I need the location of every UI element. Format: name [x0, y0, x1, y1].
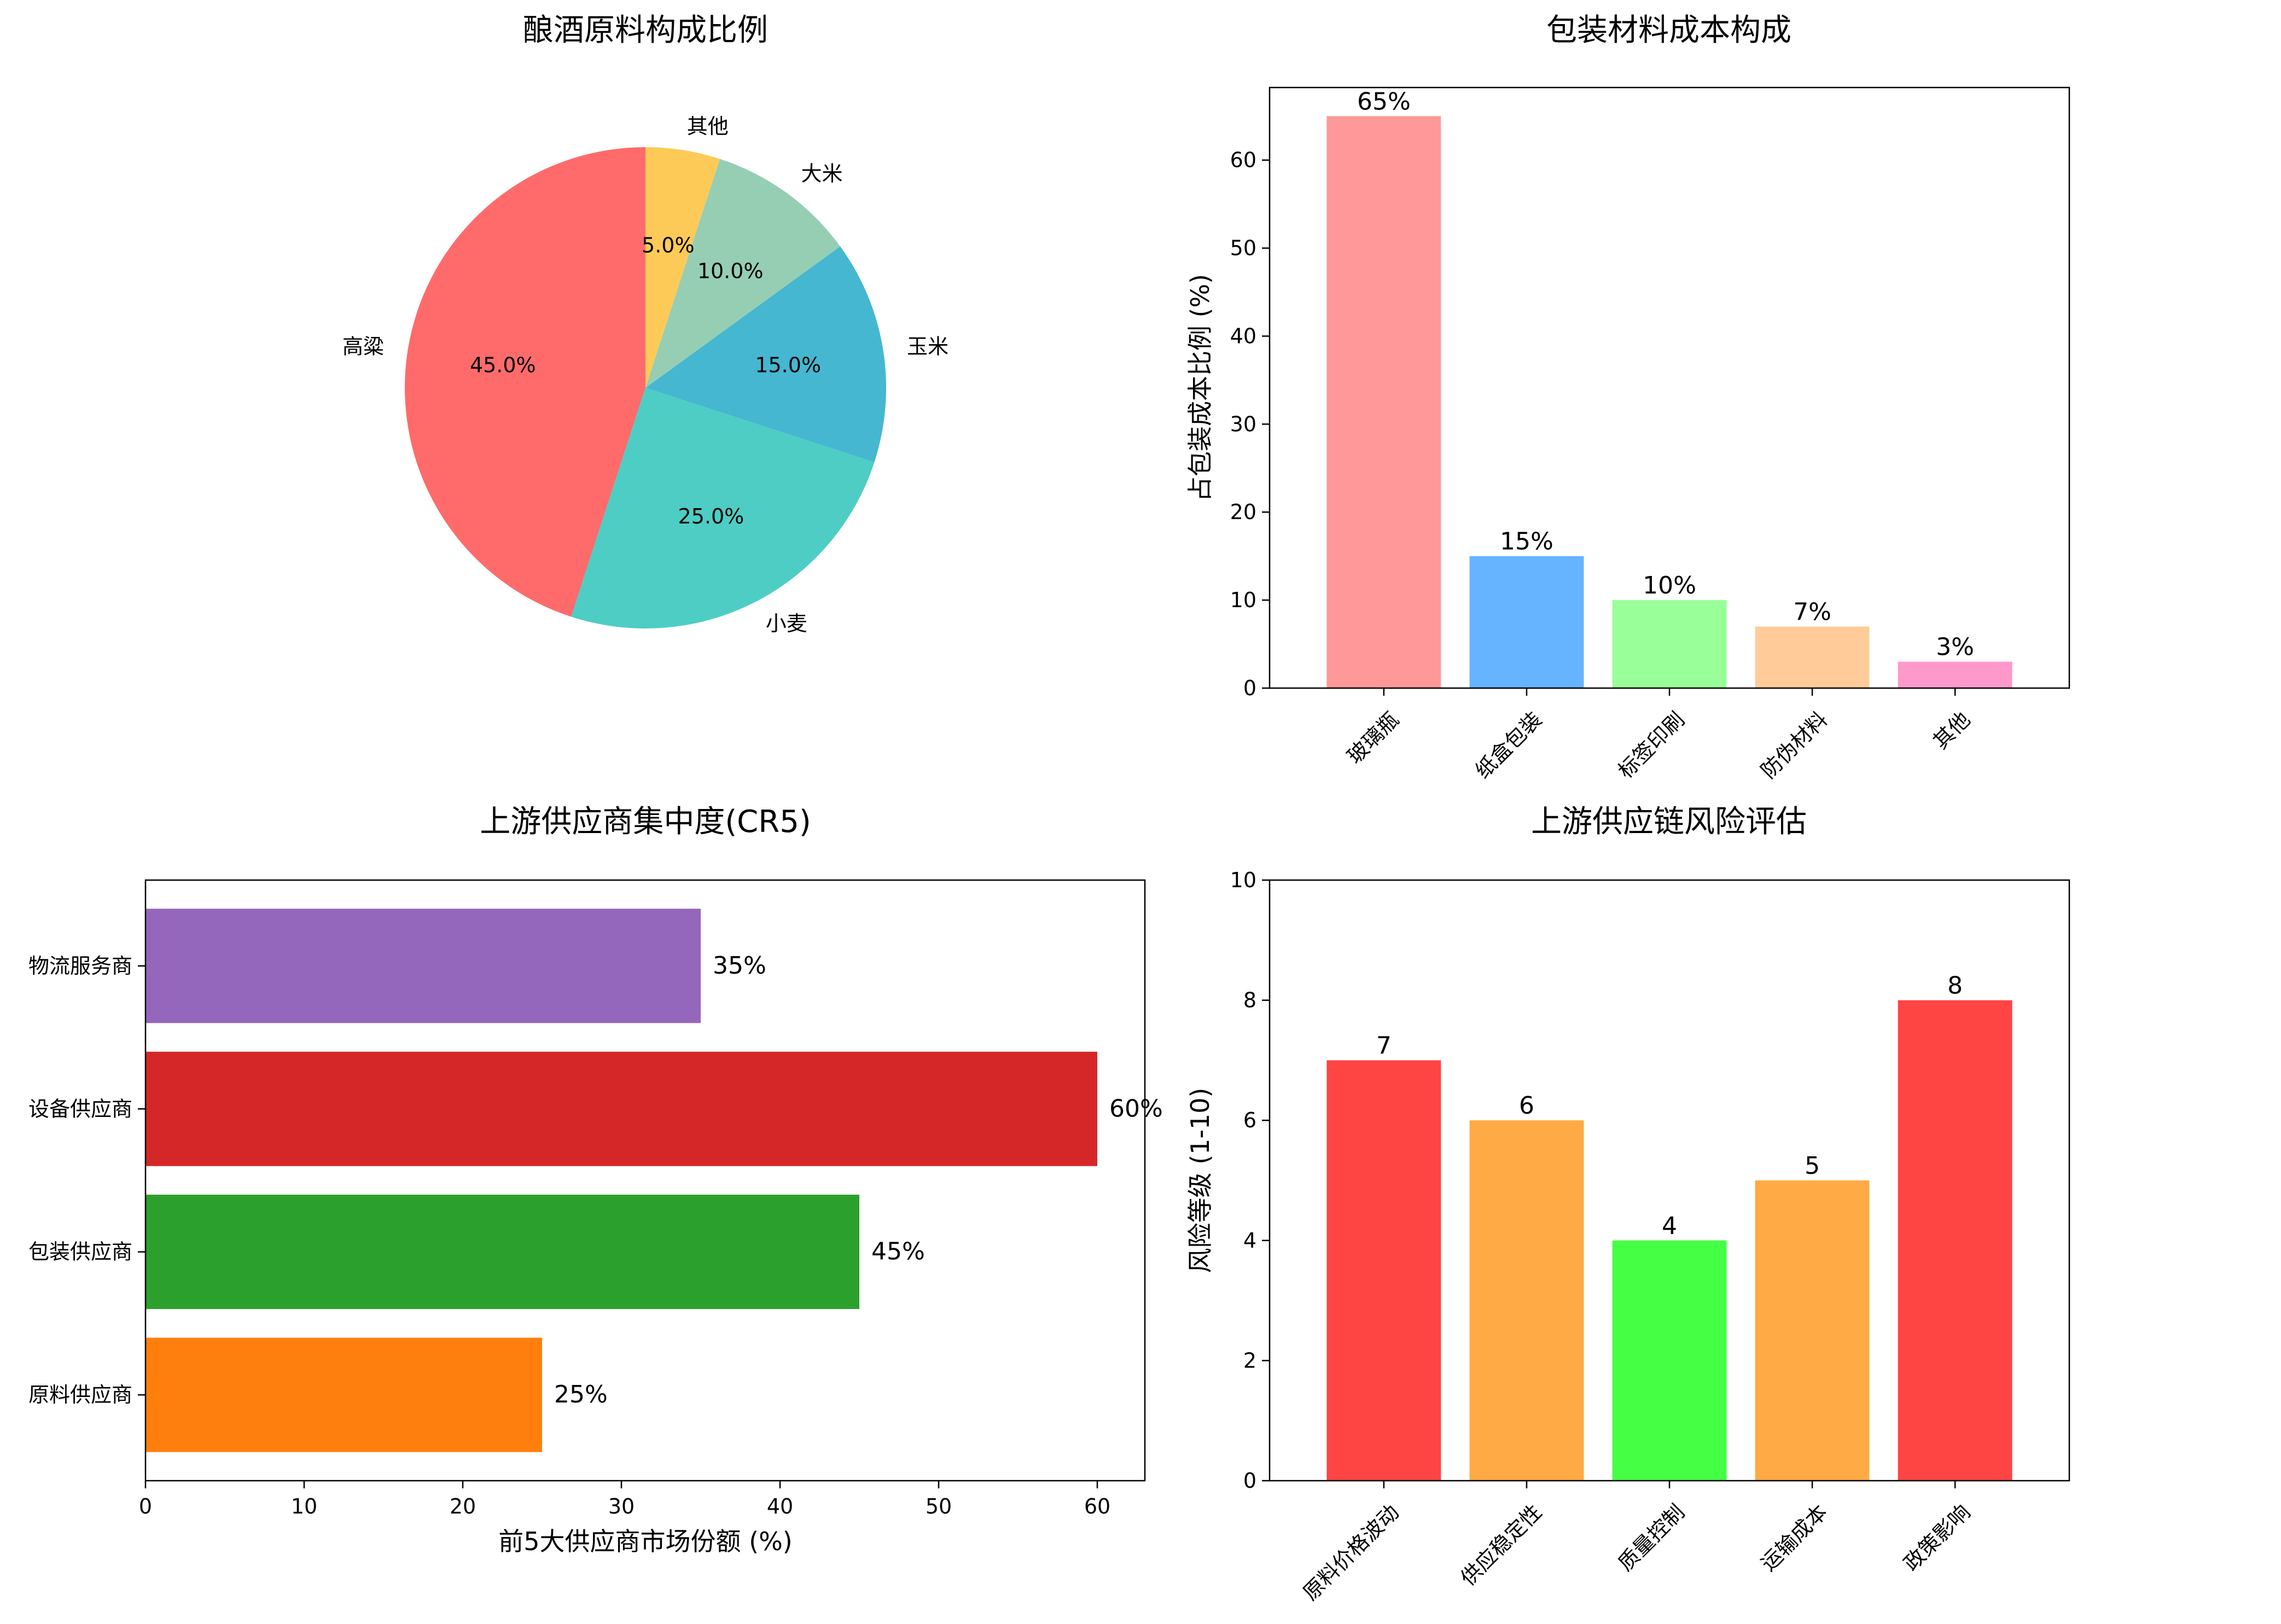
packaging-bars: 65% 15% 10% 7% 3%: [1326, 88, 2012, 688]
concentration-bars: 25% 45% 60% 35%: [146, 909, 1163, 1452]
pie-slice-4: [645, 147, 720, 388]
concentration-value-label-3: 35%: [713, 952, 766, 980]
packaging-ytick-label-6: 60: [1230, 148, 1256, 172]
risk-value-label-0: 7: [1376, 1032, 1392, 1060]
risk-xtick-label-2: 质量控制: [1614, 1500, 1690, 1576]
concentration-xtick-label-3: 30: [608, 1494, 635, 1518]
risk-bar-0: [1326, 1060, 1441, 1481]
packaging-ytick-label-0: 0: [1243, 676, 1256, 700]
concentration-xtick-label-5: 50: [926, 1494, 952, 1518]
packaging-value-label-0: 65%: [1357, 88, 1411, 115]
concentration-panel: 上游供应商集中度(CR5) 25% 45% 60% 35% 原料供应商 包装供应商 设备供…: [28, 804, 1163, 1556]
pie-panel: 酿酒原料构成比例 45.0% 高粱 25.0% 小麦 15.0% 玉米 10.0% 大米 5.0…: [342, 13, 949, 636]
packaging-ytick-label-4: 40: [1230, 324, 1256, 348]
pie-slices: [405, 147, 886, 628]
concentration-xtick-label-2: 20: [450, 1494, 476, 1518]
packaging-xtick-label-3: 防伪材料: [1756, 707, 1832, 783]
concentration-bar-2: [146, 1051, 1097, 1166]
concentration-ytick-label-3: 物流服务商: [28, 954, 132, 978]
risk-ytick-label-2: 4: [1243, 1229, 1256, 1253]
concentration-xtick-label-0: 0: [139, 1494, 152, 1518]
packaging-value-label-1: 15%: [1500, 528, 1553, 556]
concentration-value-label-0: 25%: [554, 1381, 608, 1408]
risk-value-label-2: 4: [1662, 1212, 1677, 1240]
concentration-bar-0: [146, 1337, 542, 1452]
packaging-ylabel: 占包装成本比例 (%): [1185, 274, 1215, 502]
pie-slice-3: [645, 159, 840, 388]
pie-category-label-2: 玉米: [907, 334, 949, 358]
packaging-xtick-label-1: 纸盒包装: [1470, 707, 1546, 783]
pie-value-label-0: 45.0%: [470, 353, 536, 377]
risk-ytick-label-1: 2: [1243, 1348, 1256, 1372]
pie-value-label-1: 25.0%: [678, 504, 744, 528]
risk-title: 上游供应链风险评估: [1531, 804, 1807, 840]
pie-category-label-1: 小麦: [766, 612, 807, 636]
risk-xtick-label-1: 供应稳定性: [1456, 1500, 1546, 1590]
packaging-xtick-label-0: 玻璃瓶: [1342, 707, 1404, 769]
risk-xtick-label-0: 原料价格波动: [1299, 1500, 1404, 1605]
packaging-ytick-label-1: 10: [1230, 588, 1256, 612]
pie-slice-2: [645, 246, 886, 462]
pie-value-label-2: 15.0%: [755, 353, 821, 377]
pie-value-label-4: 5.0%: [642, 233, 695, 257]
risk-ytick-label-5: 10: [1230, 868, 1256, 892]
packaging-panel: 包装材料成本构成 65% 15% 10% 7% 3% 玻璃瓶 纸盒包装 标签印刷 防伪材料 其他…: [1185, 13, 2070, 783]
risk-ytick-label-4: 8: [1243, 988, 1256, 1012]
packaging-xtick-label-4: 其他: [1928, 707, 1975, 754]
concentration-value-label-2: 60%: [1109, 1095, 1163, 1122]
risk-bar-3: [1755, 1180, 1870, 1481]
pie-category-label-0: 高粱: [342, 334, 384, 358]
packaging-plot-frame: [1268, 86, 2070, 689]
risk-value-label-1: 6: [1519, 1092, 1534, 1120]
risk-xtick-label-4: 政策影响: [1899, 1500, 1975, 1576]
packaging-bar-0: [1326, 116, 1441, 688]
concentration-xtick-label-6: 60: [1084, 1494, 1110, 1518]
pie-title: 酿酒原料构成比例: [523, 13, 768, 48]
concentration-ytick-label-0: 原料供应商: [28, 1383, 132, 1407]
pie-category-label-3: 大米: [801, 161, 843, 185]
concentration-bar-1: [146, 1195, 859, 1309]
concentration-value-label-1: 45%: [871, 1238, 925, 1266]
pie-slice-0: [405, 147, 645, 617]
concentration-axes: 原料供应商 包装供应商 设备供应商 物流服务商 0 10 20 30 40 50 60: [28, 954, 1110, 1518]
concentration-xtick-label-1: 10: [291, 1494, 317, 1518]
packaging-ytick-label-2: 20: [1230, 500, 1256, 524]
risk-xtick-label-3: 运输成本: [1756, 1500, 1832, 1576]
risk-bar-2: [1612, 1240, 1727, 1481]
packaging-bar-3: [1755, 626, 1870, 688]
concentration-ytick-label-2: 设备供应商: [28, 1097, 132, 1121]
packaging-bar-4: [1898, 661, 2012, 688]
risk-ytick-label-0: 0: [1243, 1469, 1256, 1493]
concentration-title: 上游供应商集中度(CR5): [480, 804, 811, 840]
packaging-value-label-4: 3%: [1936, 633, 1974, 661]
packaging-bar-2: [1612, 600, 1727, 688]
packaging-ytick-label-3: 30: [1230, 412, 1256, 436]
packaging-xtick-label-2: 标签印刷: [1614, 707, 1690, 783]
concentration-ytick-label-1: 包装供应商: [28, 1240, 132, 1264]
packaging-value-label-3: 7%: [1793, 598, 1831, 626]
packaging-ytick-label-5: 50: [1230, 236, 1256, 260]
pie-labels: 45.0% 高粱 25.0% 小麦 15.0% 玉米 10.0% 大米 5.0% 其他: [342, 114, 949, 636]
concentration-bar-3: [146, 909, 701, 1023]
risk-plot-frame: [1268, 879, 2070, 1482]
risk-panel: 上游供应链风险评估 7 6 4 5 8 原料价格波动 供应稳定性 质量控制 运输成本 政策影响 0…: [1185, 804, 2070, 1605]
concentration-plot-frame: [144, 879, 1146, 1482]
pie-slice-1: [571, 388, 875, 628]
risk-value-label-4: 8: [1947, 972, 1963, 1000]
pie-category-label-4: 其他: [687, 114, 729, 138]
risk-bar-4: [1898, 1000, 2012, 1481]
concentration-xlabel: 前5大供应商市场份额 (%): [498, 1527, 793, 1556]
risk-bars: 7 6 4 5 8: [1326, 972, 2012, 1481]
risk-ytick-label-3: 6: [1243, 1108, 1256, 1132]
packaging-bar-1: [1469, 556, 1584, 688]
risk-value-label-3: 5: [1805, 1152, 1820, 1180]
packaging-value-label-2: 10%: [1643, 572, 1696, 599]
risk-ylabel: 风险等级 (1-10): [1185, 1088, 1215, 1273]
concentration-xtick-label-4: 40: [767, 1494, 793, 1518]
packaging-title: 包装材料成本构成: [1546, 13, 1791, 48]
risk-bar-1: [1469, 1120, 1584, 1481]
pie-value-label-3: 10.0%: [697, 259, 764, 283]
